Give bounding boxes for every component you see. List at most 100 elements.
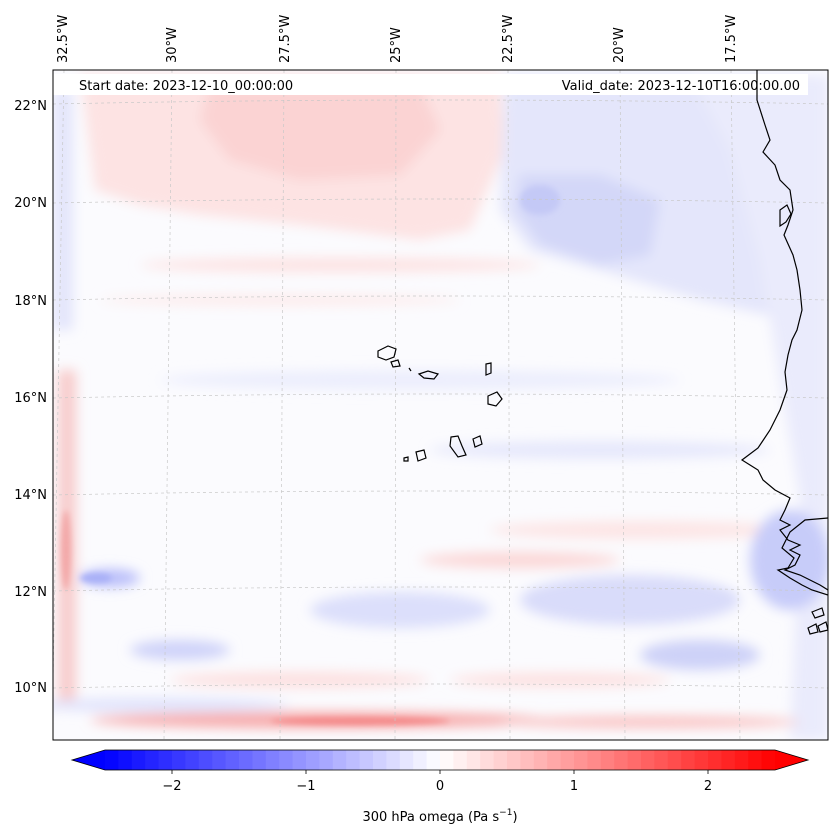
- lon-label: 32.5°W: [56, 15, 71, 63]
- colorbar-segment: [734, 750, 749, 770]
- colorbar-segments: [105, 750, 776, 770]
- colorbar-outline: [70, 749, 810, 771]
- colorbar-segment: [279, 750, 294, 770]
- colorbar-segment: [198, 750, 213, 770]
- lon-label: 27.5°W: [278, 15, 293, 63]
- colorbar-segment: [560, 750, 575, 770]
- colorbar-segment: [507, 750, 521, 770]
- lat-labels: 22°N 20°N 18°N 16°N 14°N 12°N 10°N: [14, 99, 47, 696]
- colorbar-segment: [426, 750, 441, 770]
- colorbar-segment: [172, 750, 186, 770]
- colorbar-label-close: ): [512, 810, 517, 825]
- colorbar-segment: [681, 750, 696, 770]
- omega-positive-core-band: [61, 510, 71, 590]
- island-sao-nicolau: [417, 370, 440, 380]
- colorbar-segment: [761, 750, 776, 770]
- colorbar-segment: [292, 750, 307, 770]
- colorbar-segment: [225, 750, 240, 770]
- colorbar-segment: [587, 750, 602, 770]
- colorbar-segment: [399, 750, 414, 770]
- omega-positive-band: [490, 521, 790, 539]
- colorbar-tick-label: −2: [162, 779, 181, 794]
- omega-negative-coastal: [750, 510, 828, 610]
- colorbar-segment: [373, 750, 387, 770]
- colorbar-label: 300 hPa omega (Pa s−1): [362, 808, 517, 825]
- lon-label: 25°W: [389, 27, 404, 63]
- omega-negative-blob: [520, 575, 740, 625]
- lon-label: 22.5°W: [501, 15, 516, 63]
- colorbar-segment: [466, 750, 481, 770]
- africa-coastline: [740, 70, 828, 591]
- island-fogo: [415, 449, 427, 462]
- colorbar-segment: [547, 750, 562, 770]
- colorbar-tick-label: 1: [570, 779, 578, 794]
- island-brava: [403, 456, 409, 462]
- colorbar-segment: [493, 750, 508, 770]
- omega-negative-blob: [310, 592, 490, 628]
- colorbar-min-extension: [72, 750, 105, 770]
- island-santa-luzia: [408, 367, 412, 372]
- colorbar-segment: [185, 750, 200, 770]
- colorbar-label-main: 300 hPa omega (Pa s: [362, 810, 499, 825]
- omega-positive-streak: [140, 258, 540, 272]
- colorbar-segment: [131, 750, 146, 770]
- header-strip: [53, 74, 808, 95]
- lon-label: 17.5°W: [724, 15, 739, 63]
- omega-negative-blob: [53, 698, 290, 712]
- valid-date-label: Valid_date: 2023-12-10T16:00:00.00: [562, 79, 800, 94]
- bijagos-islands: [807, 607, 828, 635]
- omega-negative-band: [160, 370, 680, 390]
- lat-label: 14°N: [14, 488, 47, 503]
- colorbar-segment: [600, 750, 615, 770]
- omega-negative-region: [690, 75, 828, 740]
- colorbar-segment: [533, 750, 548, 770]
- lat-label: 16°N: [14, 391, 47, 406]
- colorbar-segment: [105, 750, 119, 770]
- colorbar-max-extension: [775, 750, 808, 770]
- lon-labels: 32.5°W 30°W 27.5°W 25°W 22.5°W 20°W 17.5…: [56, 15, 739, 63]
- lat-label: 10°N: [14, 681, 47, 696]
- colorbar-segment: [306, 750, 320, 770]
- start-date-label: Start date: 2023-12-10_00:00:00: [79, 79, 293, 94]
- colorbar-segment: [332, 750, 347, 770]
- dakar-peninsula: [779, 204, 792, 228]
- lat-label: 12°N: [14, 585, 47, 600]
- colorbar-segment: [453, 750, 468, 770]
- lon-label: 20°W: [612, 27, 627, 63]
- colorbar-segment: [614, 750, 629, 770]
- omega-field: [53, 75, 828, 740]
- island-santiago: [449, 435, 467, 458]
- colorbar-segment: [708, 750, 722, 770]
- colorbar-segment: [239, 750, 253, 770]
- omega-negative-blob: [130, 640, 230, 660]
- lat-label: 22°N: [14, 99, 47, 114]
- island-sal: [485, 362, 492, 376]
- colorbar-ticks: −2 −1 0 1 2: [162, 770, 712, 794]
- colorbar-tick-label: −1: [296, 779, 315, 794]
- cape-verde-islands: [377, 345, 503, 462]
- colorbar: −2 −1 0 1 2 300 hPa omega (Pa s−1): [70, 749, 810, 825]
- colorbar-segment: [413, 750, 428, 770]
- omega-negative-blob: [640, 640, 760, 670]
- colorbar-segment: [574, 750, 588, 770]
- omega-negative-band: [430, 441, 770, 459]
- colorbar-label-exponent: −1: [499, 808, 512, 818]
- colorbar-segment: [319, 750, 334, 770]
- lon-label: 30°W: [165, 27, 180, 63]
- omega-negative-core-blob: [520, 185, 560, 215]
- lat-label: 18°N: [14, 294, 47, 309]
- omega-positive-blob: [420, 552, 620, 568]
- omega-positive-core-band: [270, 717, 450, 725]
- colorbar-segment: [346, 750, 361, 770]
- colorbar-segment: [145, 750, 160, 770]
- map-panel: [53, 70, 828, 740]
- colorbar-segment: [118, 750, 133, 770]
- coastlines: [740, 70, 828, 635]
- island-boa-vista: [487, 391, 503, 407]
- omega-positive-blob: [450, 673, 670, 687]
- colorbar-segment: [359, 750, 374, 770]
- colorbar-segment: [654, 750, 669, 770]
- island-maio: [472, 435, 483, 448]
- colorbar-tick-label: 2: [704, 779, 712, 794]
- omega-negative-core-blob: [80, 573, 112, 583]
